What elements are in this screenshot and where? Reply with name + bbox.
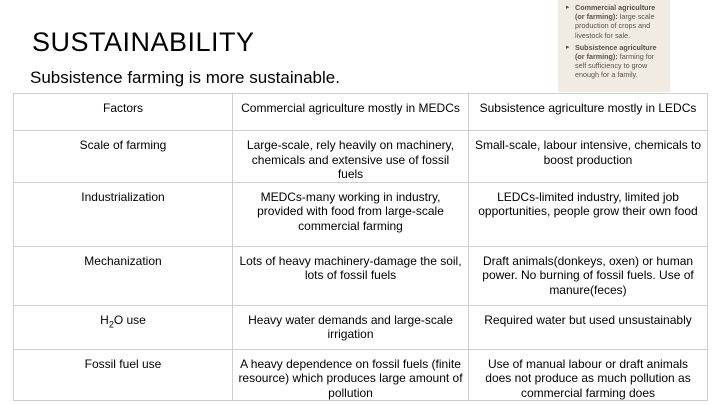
table-row: Fossil fuel use A heavy dependence on fo…	[13, 348, 708, 401]
subsistence-cell: Use of manual labour or draft animals do…	[468, 348, 708, 401]
page-subtitle: Subsistence farming is more sustainable.	[30, 68, 340, 87]
subsistence-cell: LEDCs-limited industry, limited job oppo…	[468, 181, 708, 247]
factor-cell: Scale of farming	[13, 130, 233, 183]
subsistence-cell: Draft animals(donkeys, oxen) or human po…	[468, 245, 708, 306]
commercial-cell: A heavy dependence on fossil fuels (fini…	[232, 348, 469, 401]
definition-text: large scale production of crops and live…	[575, 12, 655, 40]
factor-subscript: 2	[108, 318, 114, 329]
subsistence-cell: Small-scale, labour intensive, chemicals…	[468, 130, 708, 183]
table-row: Industrialization MEDCs-many working in …	[13, 181, 708, 247]
header-commercial: Commercial agriculture mostly in MEDCs	[232, 93, 469, 131]
factor-cell: Fossil fuel use	[13, 348, 233, 401]
table-header-row: Factors Commercial agriculture mostly in…	[13, 93, 708, 131]
page-title: SUSTAINABILITY	[32, 27, 255, 57]
commercial-cell: Heavy water demands and large-scale irri…	[232, 304, 469, 350]
bullet-icon: ▸	[566, 43, 570, 51]
factor-cell: H2O use	[13, 304, 233, 350]
commercial-cell: Large-scale, rely heavily on machinery, …	[232, 130, 469, 183]
table-row: Mechanization Lots of heavy machinery-da…	[13, 245, 708, 306]
commercial-cell: Lots of heavy machinery-damage the soil,…	[232, 245, 469, 306]
factor-cell: Industrialization	[13, 181, 233, 247]
table-row: H2O use Heavy water demands and large-sc…	[13, 304, 708, 350]
table-row: Scale of farming Large-scale, rely heavi…	[13, 130, 708, 183]
factor-text-pre: H	[100, 312, 109, 327]
comparison-table: Factors Commercial agriculture mostly in…	[13, 93, 708, 401]
header-subsistence: Subsistence agriculture mostly in LEDCs	[468, 93, 708, 131]
definitions-note: ▸ Commercial agriculture (or farming): l…	[558, 0, 670, 92]
definition-term: Subsistence agriculture (or farming):	[575, 42, 657, 62]
subsistence-cell: Required water but used unsustainably	[468, 304, 708, 350]
definition-term: Commercial agriculture (or farming):	[575, 3, 656, 22]
definition-subsistence: ▸ Subsistence agriculture (or farming): …	[566, 43, 666, 80]
header-factors: Factors	[13, 93, 233, 131]
definition-text: farming for self sufficiency to grow eno…	[575, 52, 655, 80]
factor-text-post: O use	[113, 312, 146, 327]
bullet-icon: ▸	[566, 4, 570, 11]
commercial-cell: MEDCs-many working in industry, provided…	[232, 181, 469, 247]
factor-cell: Mechanization	[13, 245, 233, 306]
definition-commercial: ▸ Commercial agriculture (or farming): l…	[566, 3, 666, 40]
